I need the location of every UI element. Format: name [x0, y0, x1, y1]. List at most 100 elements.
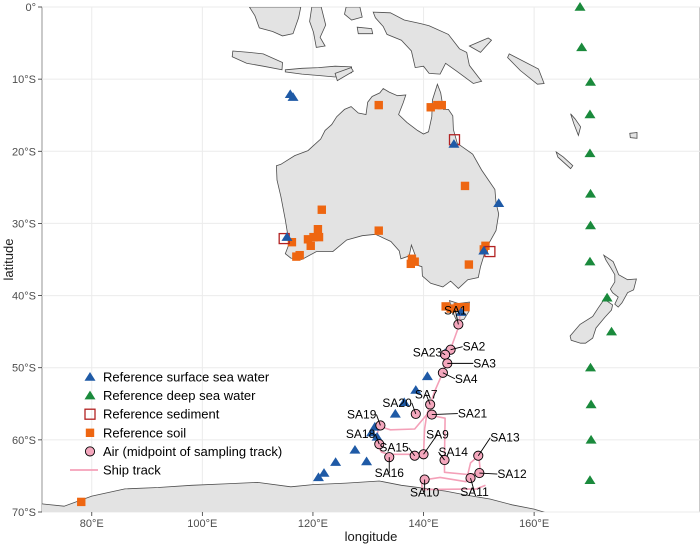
soil-point: [77, 497, 86, 507]
surface-water-point: [330, 457, 342, 466]
x-tick-label: 80°E: [80, 518, 104, 530]
surface-water-point: [389, 408, 401, 418]
legend-label: Reference surface sea water: [103, 370, 270, 385]
surface-water-point: [448, 139, 460, 148]
y-tick-label: 40°S: [12, 291, 36, 303]
deep-water-point: [585, 434, 597, 444]
label-leader-line: [441, 352, 446, 356]
label-leader-line: [470, 477, 475, 493]
label-leader-line: [450, 346, 463, 351]
air-sample-label: SA20: [382, 396, 412, 410]
surface-water-point: [361, 456, 373, 466]
air-sample-label: SA10: [410, 486, 440, 500]
air-sample-label: SA3: [473, 356, 496, 370]
air-sample-label: SA23: [413, 346, 443, 360]
x-tick-label: 100°E: [187, 518, 217, 530]
soil-point: [406, 259, 416, 269]
surface-water-point: [478, 245, 490, 255]
deep-water-point: [584, 475, 596, 484]
air-sample-label: SA13: [490, 431, 520, 445]
legend-air-key: [84, 446, 96, 457]
y-tick-label: 10°S: [12, 74, 36, 86]
surface-water-point: [493, 198, 505, 207]
soil-point: [433, 100, 442, 110]
legend-label: Reference soil: [103, 425, 186, 440]
air-sample-label: SA14: [439, 445, 469, 459]
legend: Reference surface sea water Reference dee…: [70, 370, 282, 478]
land-antarctica: [42, 480, 545, 512]
soil-point: [461, 302, 470, 312]
soil-point: [374, 100, 383, 110]
land-timor: [334, 67, 354, 82]
land-fiji: [629, 132, 638, 139]
deep-water-point: [585, 188, 597, 198]
land-vanuatu: [570, 113, 582, 137]
deep-water-point: [584, 148, 596, 158]
label-leader-line: [438, 451, 445, 461]
surface-water-point: [421, 371, 433, 381]
deep-water-point: [606, 326, 618, 336]
label-leader-line: [479, 472, 498, 475]
soil-point: [426, 103, 435, 112]
land-nz-north-island: [602, 254, 637, 308]
label-leader-line: [442, 372, 456, 380]
legend-surface-water-key: [84, 372, 96, 381]
y-tick-label: 50°S: [12, 363, 36, 375]
label-leader-line: [454, 310, 459, 325]
land-new-guinea: [372, 11, 483, 84]
soil-point: [314, 232, 324, 242]
surface-water-point: [366, 427, 378, 437]
legend-label: Air (midpoint of sampling track): [103, 444, 282, 459]
soil-point: [295, 250, 304, 260]
deep-water-point: [574, 2, 586, 11]
air-sample-label: SA12: [497, 467, 527, 481]
air-sample-label: SA19: [347, 407, 377, 421]
y-tick-label: 60°S: [12, 435, 36, 447]
y-tick-label: 0°: [25, 2, 36, 14]
soil-point: [437, 100, 446, 110]
surface-water-point: [281, 232, 293, 241]
deep-water-point: [576, 42, 588, 52]
land-australia: [275, 82, 500, 289]
soil-point: [303, 235, 313, 244]
label-leader-line: [477, 437, 491, 456]
soil-point: [441, 302, 450, 311]
label-leader-line: [411, 402, 417, 415]
y-tick-label: 30°S: [12, 218, 36, 230]
surface-water-point: [312, 472, 324, 482]
surface-water-point: [455, 307, 467, 316]
air-sample-label: SA2: [463, 340, 486, 354]
land-seram: [356, 26, 374, 35]
soil-point: [313, 225, 323, 234]
air-sample-label: SA16: [375, 466, 405, 480]
deep-water-point: [585, 77, 597, 86]
legend-label: Reference sediment: [103, 407, 220, 422]
soil-point: [287, 237, 297, 247]
air-sample-label: SA9: [426, 427, 449, 441]
x-tick-label: 160°E: [519, 518, 549, 530]
legend-deep-water-key: [84, 390, 96, 400]
land-southeast-asia-north: [248, 7, 302, 37]
land-new-caledonia: [555, 150, 574, 170]
land-java: [231, 50, 283, 71]
deep-water-point: [584, 256, 596, 266]
soil-point: [317, 205, 326, 214]
deep-water-point: [585, 220, 597, 230]
soil-point: [464, 260, 474, 269]
label-leader-line: [425, 394, 431, 405]
x-axis-title: longitude: [345, 529, 398, 544]
legend-sediment-key: [84, 408, 96, 420]
y-axis-title: latitude: [1, 239, 16, 281]
surface-water-point: [287, 92, 299, 101]
air-sample-label: SA7: [415, 388, 438, 402]
surface-water-point: [371, 432, 383, 441]
soil-point: [453, 302, 463, 312]
land-maluku: [344, 7, 363, 21]
air-sample-label: SA21: [458, 407, 488, 421]
air-sample-label: SA18: [346, 427, 376, 441]
x-tick-label: 120°E: [298, 518, 328, 530]
land-solomon-islands: [507, 53, 545, 85]
legend-soil-key: [85, 428, 95, 437]
